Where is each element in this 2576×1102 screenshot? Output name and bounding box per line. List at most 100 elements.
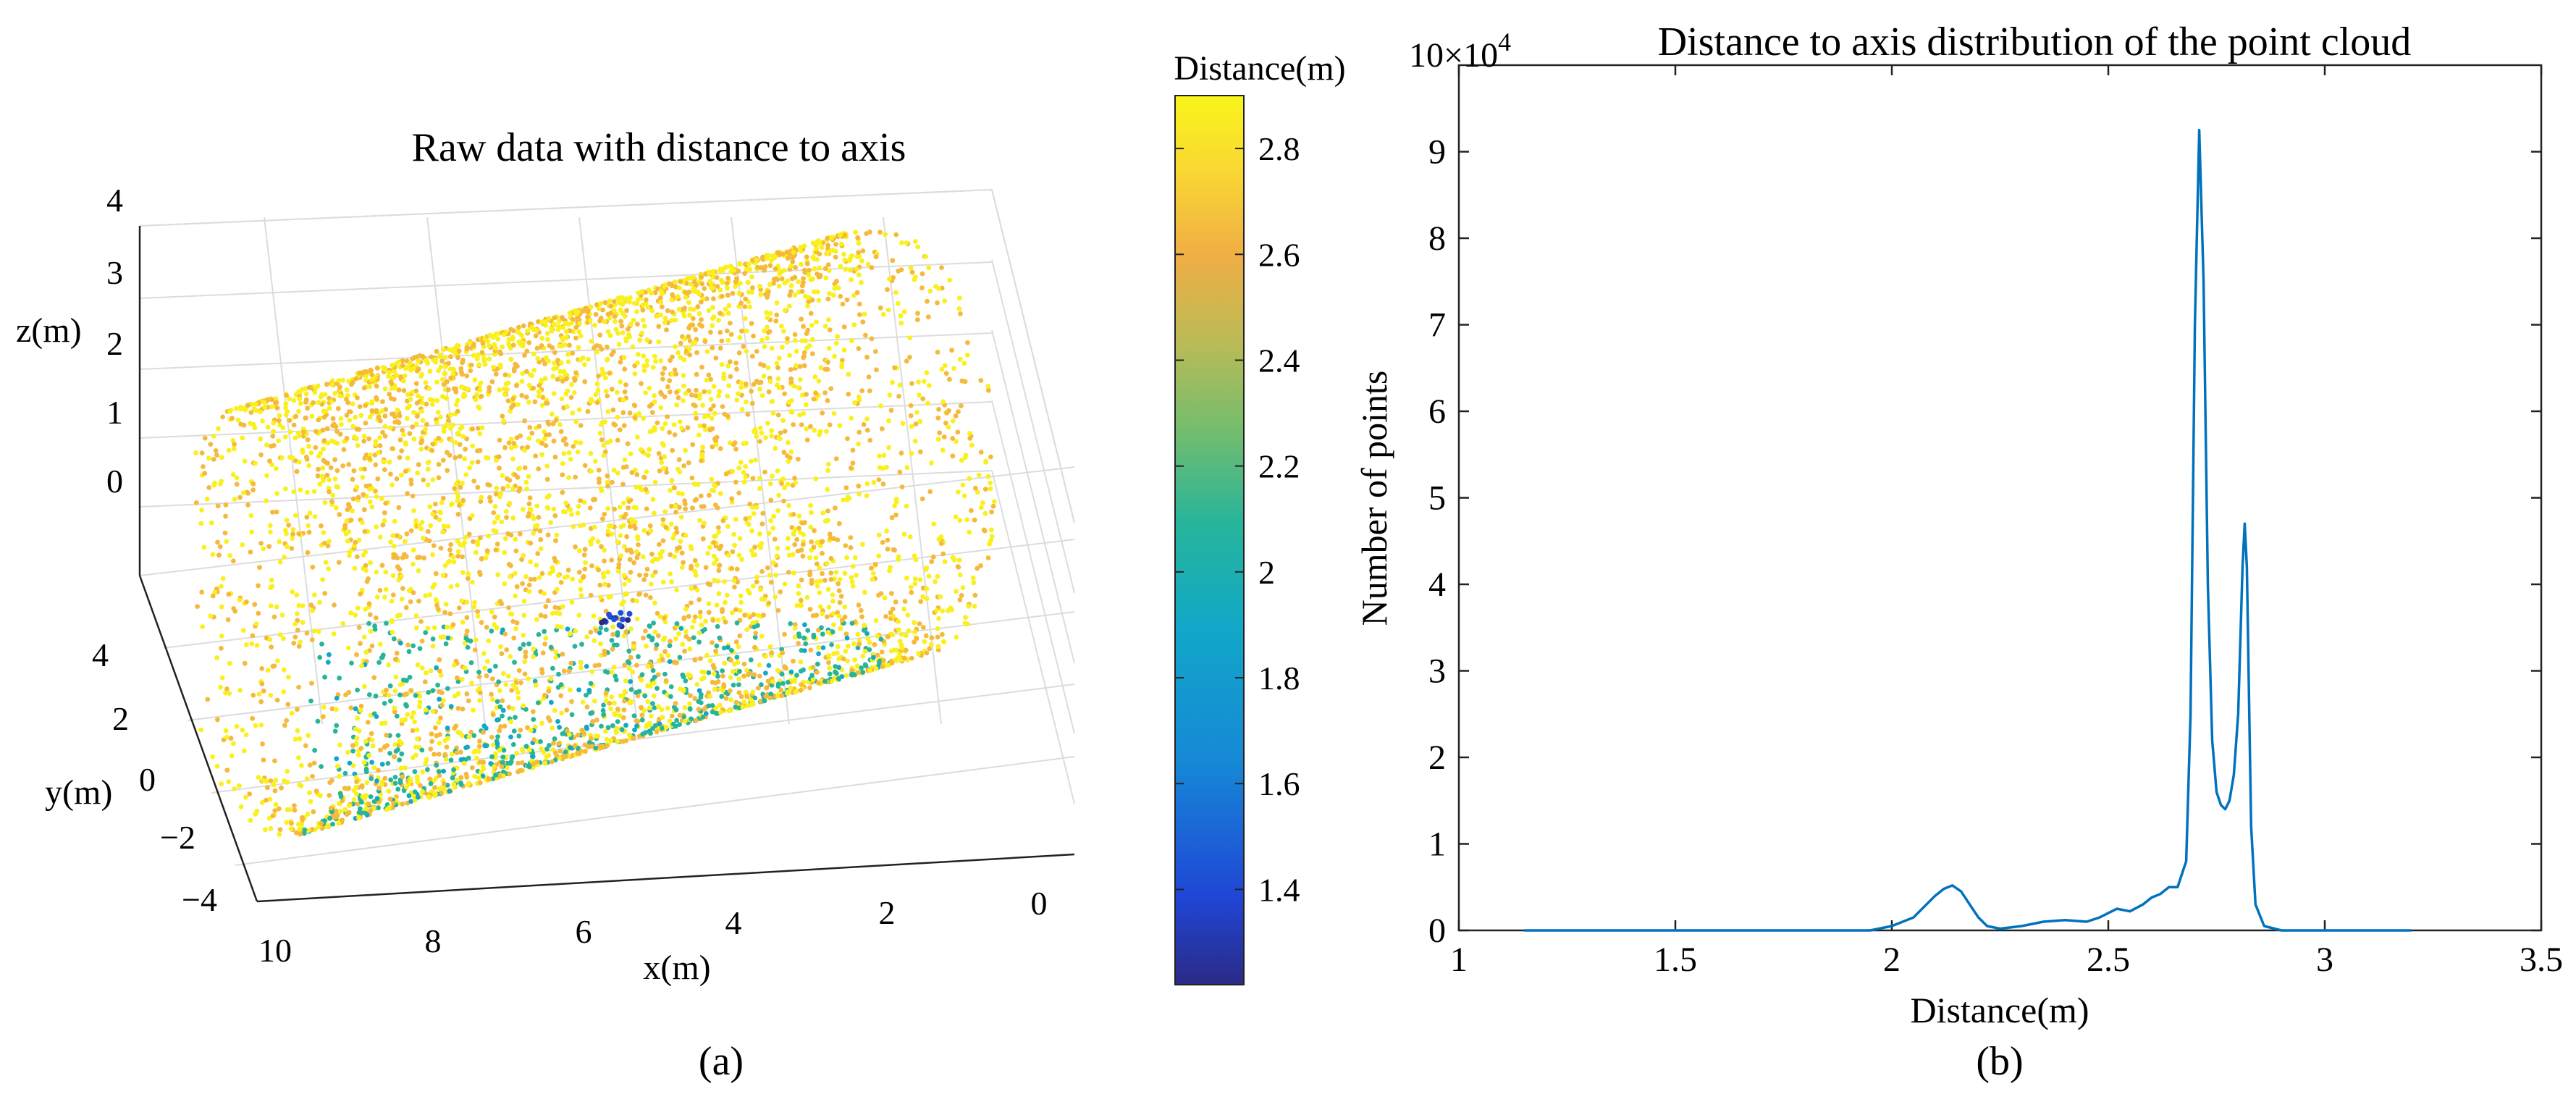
cloud-point: [453, 723, 459, 729]
cloud-point: [652, 425, 657, 430]
cloud-point: [904, 575, 909, 581]
cloud-point: [323, 560, 329, 565]
cloud-point: [496, 454, 502, 460]
cloud-point: [567, 732, 572, 737]
cloud-point: [688, 544, 694, 550]
cloud-point: [908, 584, 914, 590]
cloud-point: [225, 617, 231, 623]
cloud-point: [615, 706, 620, 712]
cloud-point: [350, 379, 355, 385]
cloud-point: [384, 807, 390, 812]
cloud-point: [751, 382, 757, 387]
cloud-point: [807, 607, 813, 612]
cloud-point: [333, 424, 339, 429]
cloud-point: [421, 477, 426, 483]
cloud-point: [471, 353, 476, 358]
cloud-point: [710, 703, 715, 708]
cloud-point: [502, 550, 508, 555]
cloud-point: [732, 584, 737, 590]
cloud-point: [441, 634, 447, 640]
cloud-point: [305, 405, 310, 411]
cloud-point: [816, 651, 821, 657]
cloud-point: [382, 744, 388, 749]
cloud-point: [923, 633, 929, 639]
cloud-point: [501, 332, 507, 337]
cloud-point: [332, 602, 337, 607]
cloud-point: [377, 435, 382, 440]
cloud-point: [497, 704, 503, 710]
cloud-point: [469, 513, 475, 518]
cloud-point: [634, 484, 639, 490]
cloud-point: [775, 607, 781, 613]
cloud-point: [215, 503, 221, 509]
cloud-point: [451, 781, 457, 787]
cloud-point: [667, 389, 673, 395]
cloud-point: [775, 508, 781, 513]
cloud-point: [507, 478, 513, 483]
cloud-point: [377, 418, 383, 424]
cloud-point: [687, 346, 692, 352]
cloud-point: [596, 374, 601, 379]
cloud-point: [692, 568, 697, 574]
cloud-point: [893, 512, 898, 518]
cloud-point: [637, 337, 643, 343]
cloud-point: [815, 561, 820, 567]
cloud-point: [648, 528, 654, 534]
cloud-point: [550, 610, 555, 616]
grid-line: [139, 470, 993, 508]
cloud-point: [753, 458, 758, 463]
cloud-point: [960, 585, 966, 591]
cloud-point: [287, 455, 292, 460]
cloud-point: [792, 622, 798, 627]
cloud-point: [514, 383, 519, 389]
cloud-point: [337, 773, 342, 779]
cloud-point: [651, 681, 657, 686]
cloud-point: [506, 605, 511, 610]
cloud-point: [847, 256, 853, 262]
cloud-point: [576, 569, 582, 575]
cloud-point: [611, 421, 617, 427]
cloud-point: [397, 692, 403, 698]
cloud-point: [667, 643, 673, 649]
cloud-point: [971, 580, 977, 586]
cloud-point: [710, 618, 716, 623]
cloud-point: [210, 754, 215, 760]
cloud-point: [736, 552, 742, 558]
cloud-point: [388, 698, 393, 704]
cloud-point: [535, 551, 541, 556]
cloud-point: [339, 421, 344, 427]
cloud-point: [518, 767, 524, 773]
cloud-point: [672, 485, 677, 491]
cloud-point: [758, 361, 763, 367]
cloud-point: [283, 412, 289, 418]
cloud-point: [542, 642, 548, 647]
cloud-point: [550, 374, 556, 379]
cloud-point: [410, 493, 416, 499]
cloud-point: [768, 497, 774, 503]
cloud-point: [790, 259, 796, 264]
cloud-point: [620, 397, 626, 403]
cloud-point: [408, 477, 414, 483]
cloud-point: [780, 476, 786, 482]
cloud-point: [386, 662, 391, 668]
cloud-point: [775, 412, 781, 418]
cloud-point: [720, 668, 725, 673]
cloud-point: [833, 456, 839, 461]
cloud-point: [733, 607, 738, 613]
cloud-point: [360, 370, 365, 376]
cloud-point: [487, 388, 492, 394]
cloud-point: [865, 261, 871, 267]
cloud-point: [482, 665, 487, 671]
cloud-point: [615, 719, 620, 724]
cloud-point: [461, 391, 467, 397]
cloud-point: [880, 481, 886, 487]
cloud-point: [296, 459, 302, 465]
cloud-point: [625, 441, 631, 447]
cloud-point: [403, 366, 408, 371]
cloud-point: [274, 604, 279, 610]
cloud-point: [856, 483, 862, 489]
cloud-point: [345, 749, 350, 755]
cloud-point: [212, 589, 218, 595]
cloud-point: [383, 500, 389, 506]
cloud-point: [848, 535, 854, 540]
